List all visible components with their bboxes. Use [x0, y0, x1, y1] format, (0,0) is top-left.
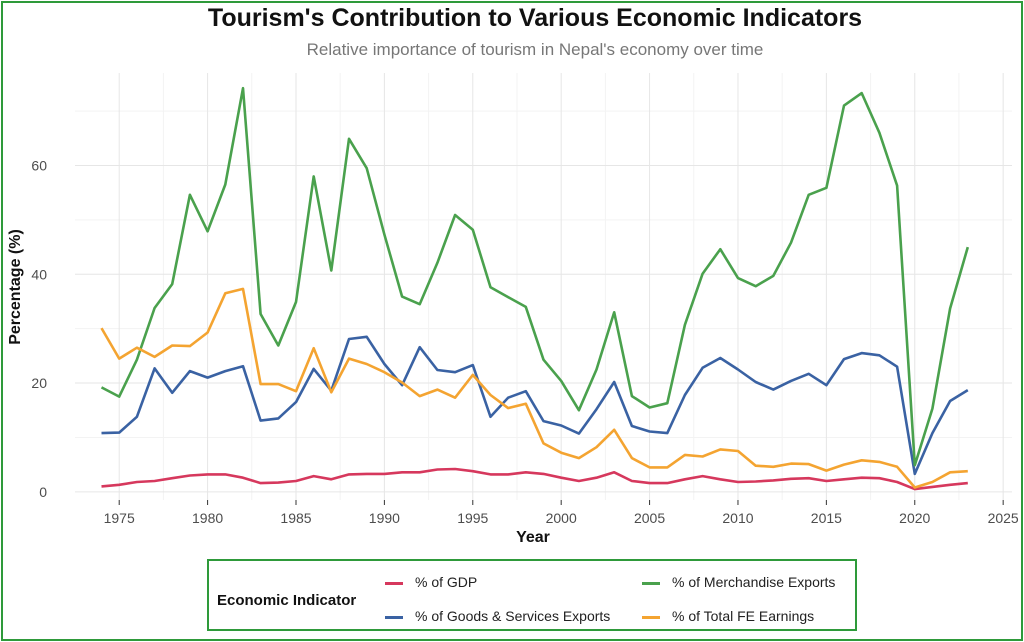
legend-key-gdp — [385, 581, 403, 585]
series-line-2 — [100, 86, 970, 467]
legend-key-goods-services — [385, 615, 403, 619]
x-axis-title: Year — [516, 529, 550, 546]
minor-gridlines — [75, 73, 1012, 500]
series-lines — [100, 86, 970, 491]
major-gridlines — [75, 73, 1012, 500]
legend-item-gdp: % of GDP — [385, 574, 477, 590]
legend-label-fe-earnings: % of Total FE Earnings — [672, 608, 815, 624]
chart-subtitle: Relative importance of tourism in Nepal'… — [306, 40, 764, 59]
legend-key-merchandise — [642, 581, 660, 585]
x-tick-label: 1975 — [104, 510, 135, 526]
tick-labels: 1975 1980 1985 1990 1995 2000 2005 2010 2015 2020… — [31, 157, 1019, 526]
x-tick-label: 2020 — [899, 510, 930, 526]
x-tick-label: 2010 — [722, 510, 753, 526]
y-tick-label: 0 — [39, 484, 47, 500]
series-line-0 — [101, 467, 968, 491]
y-tick-label: 20 — [31, 375, 47, 391]
series-line-1 — [101, 335, 969, 476]
chart-title: Tourism's Contribution to Various Econom… — [207, 4, 863, 32]
line-chart: 1975 1980 1985 1990 1995 2000 2005 2010 2015 2020… — [7, 73, 1019, 546]
y-tick-label: 60 — [31, 157, 47, 173]
y-tick-label: 40 — [31, 266, 47, 282]
legend-key-fe-earnings — [642, 615, 660, 619]
legend-title: Economic Indicator — [217, 592, 357, 609]
x-tick-label: 2005 — [634, 510, 665, 526]
x-tick-label: 1995 — [457, 510, 488, 526]
x-tick-label: 2000 — [546, 510, 577, 526]
series-line-3 — [100, 287, 968, 489]
x-tick-label: 2025 — [988, 510, 1019, 526]
legend-item-fe-earnings: % of Total FE Earnings — [642, 608, 814, 624]
legend-item-merchandise: % of Merchandise Exports — [642, 574, 835, 590]
legend: Economic Indicator % of GDP % of Goods &… — [207, 559, 857, 631]
x-tick-label: 2015 — [811, 510, 842, 526]
legend-label-gdp: % of GDP — [415, 574, 478, 590]
x-tick-label: 1990 — [369, 510, 400, 526]
x-tick-label: 1980 — [192, 510, 223, 526]
x-tick-label: 1985 — [280, 510, 311, 526]
legend-label-goods-services: % of Goods & Services Exports — [415, 608, 611, 624]
legend-item-goods-services: % of Goods & Services Exports — [385, 608, 610, 624]
legend-label-merchandise: % of Merchandise Exports — [672, 574, 836, 590]
y-axis-title: Percentage (%) — [7, 229, 24, 345]
